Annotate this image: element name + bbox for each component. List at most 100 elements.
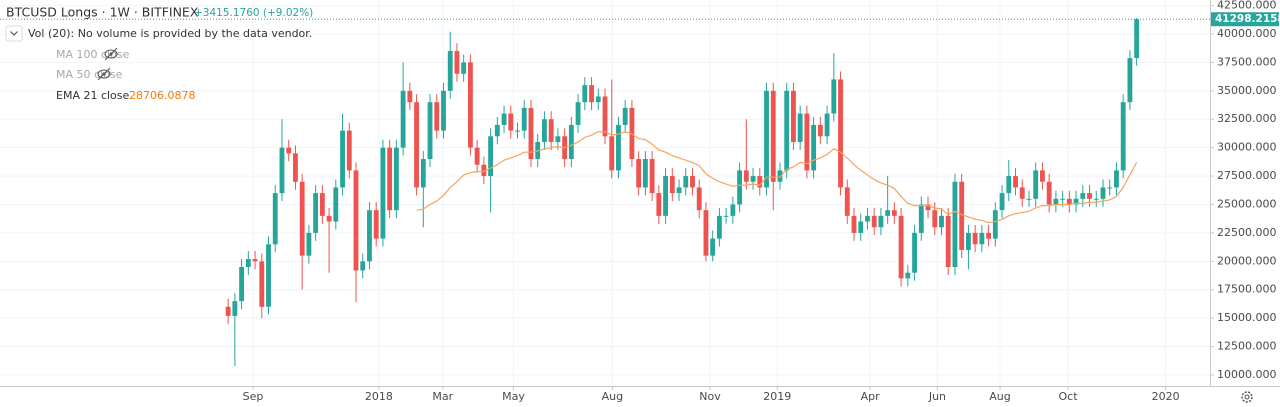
candle-body: [764, 90, 769, 188]
symbol-title: BTCUSD Longs · 1W · BITFINEX: [6, 5, 199, 20]
candle-body: [380, 147, 386, 239]
candle-body: [824, 113, 830, 137]
volume-note: Vol (20): No volume is provided by the d…: [28, 27, 312, 40]
candle-body: [225, 306, 231, 316]
candle-body: [568, 124, 574, 160]
candle-body: [319, 193, 325, 216]
y-tick-label: 20000.000: [1217, 254, 1277, 267]
candle-body: [521, 107, 527, 131]
candle-body: [750, 176, 756, 182]
candle-body: [252, 259, 258, 262]
candle-body: [710, 238, 716, 256]
candle-body: [757, 176, 763, 188]
candle-body: [737, 170, 743, 205]
plot: [0, 18, 1210, 366]
y-tick-label: 12500.000: [1217, 340, 1277, 353]
candle-body: [555, 136, 561, 142]
x-tick-label: Mar: [432, 390, 453, 403]
candle-body: [999, 193, 1005, 211]
candle-body: [986, 232, 992, 239]
change-label: +3415.1760 (+9.02%): [194, 7, 313, 19]
candle-body: [1053, 198, 1059, 205]
candle-body: [245, 259, 251, 268]
candle-body: [831, 79, 837, 114]
last-price-label: 41298.2158: [1215, 13, 1280, 25]
candle-body: [965, 232, 971, 250]
candle-body: [797, 113, 803, 142]
candle-body: [272, 193, 278, 245]
settings-icon[interactable]: [1241, 391, 1253, 403]
candle-body: [865, 215, 870, 222]
candle-body: [279, 147, 285, 194]
candle-body: [542, 119, 547, 142]
candle-body: [346, 130, 352, 171]
y-tick-label: 22500.000: [1217, 226, 1277, 239]
candle-body: [979, 232, 985, 245]
candle-body: [427, 102, 433, 160]
candle-body: [925, 204, 931, 211]
candle-body: [905, 272, 911, 279]
candle-body: [595, 96, 601, 103]
candle-body: [467, 62, 473, 148]
candle-body: [1046, 181, 1052, 205]
y-tick-label: 17500.000: [1217, 283, 1277, 296]
last-price-box: [1211, 12, 1279, 27]
candle-body: [663, 176, 668, 216]
y-tick-label: 25000.000: [1217, 197, 1277, 210]
x-tick-label: Jun: [928, 390, 946, 403]
candle-body: [851, 215, 857, 233]
chevron-icon: [10, 31, 18, 36]
candle-body: [952, 181, 958, 268]
candle-body: [299, 181, 305, 256]
candle-body: [791, 90, 796, 142]
candle-body: [804, 113, 810, 171]
candle-body: [690, 176, 695, 188]
candle-body: [1107, 187, 1113, 189]
candle-body: [696, 187, 702, 211]
candle-body: [488, 136, 494, 177]
candle-body: [959, 181, 965, 250]
candle-body: [918, 204, 924, 233]
candle-body: [461, 62, 467, 74]
candle-body: [481, 164, 487, 177]
candle-body: [656, 193, 662, 216]
ema-legend: EMA 21 close: [56, 89, 130, 102]
candle-body: [286, 147, 292, 154]
candle-body: [1066, 198, 1072, 205]
y-tick-label: 42500.000: [1217, 0, 1277, 12]
candle-body: [414, 102, 419, 188]
candle-body: [932, 210, 938, 228]
candle-body: [616, 124, 621, 171]
candle-body: [326, 215, 332, 222]
candle-body: [838, 79, 843, 188]
candle-body: [239, 267, 245, 302]
hide-icon[interactable]: [104, 47, 118, 61]
candle-body: [1127, 58, 1133, 103]
candle-body: [609, 136, 615, 171]
candle-body: [434, 102, 440, 131]
hide-icon[interactable]: [97, 67, 111, 81]
collapse-button[interactable]: [5, 25, 23, 42]
ema-line: [416, 131, 1138, 224]
candle-body: [1013, 176, 1018, 188]
candle-body: [1026, 198, 1032, 200]
candle-body: [293, 153, 298, 182]
candle-body: [1093, 198, 1099, 200]
candle-body: [912, 232, 917, 273]
candle-body: [1100, 187, 1106, 199]
x-tick-label: Aug: [602, 390, 623, 403]
candle-body: [649, 159, 655, 194]
candle-body: [373, 210, 379, 239]
candle-body: [811, 124, 817, 171]
candle-body: [353, 170, 359, 271]
candle-body: [582, 85, 588, 103]
candle-body: [1087, 193, 1092, 199]
x-tick-label: 2020: [1152, 390, 1180, 403]
candle-body: [1114, 170, 1119, 188]
candle-body: [1033, 170, 1039, 199]
candle-body: [1134, 19, 1140, 59]
candle-body: [1019, 187, 1025, 199]
